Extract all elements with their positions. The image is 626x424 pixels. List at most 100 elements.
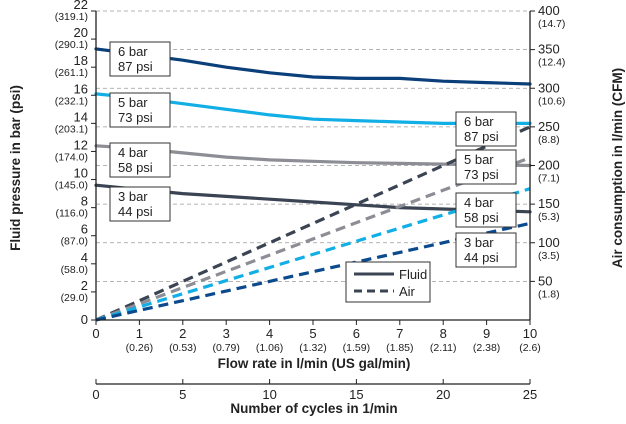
- y2-tick-label: 100: [538, 235, 560, 250]
- x-tick-label: 0: [92, 326, 99, 341]
- y-tick-label: 12: [74, 137, 88, 152]
- x-tick-sublabel: (0.53): [169, 342, 196, 354]
- label-line-bar: 3 bar: [118, 189, 148, 204]
- label-box: [455, 111, 517, 147]
- label-box: [109, 92, 171, 128]
- label-line-psi: 58 psi: [118, 160, 153, 175]
- label-box: [455, 149, 517, 185]
- y-tick-label: 8: [81, 194, 88, 209]
- y-tick-sublabel: (290.1): [55, 39, 88, 51]
- x-tick-label: 10: [523, 326, 537, 341]
- label-line-psi: 44 psi: [118, 204, 153, 219]
- legend-label: Fluid: [399, 267, 427, 282]
- y2-tick-sublabel: (5.3): [538, 211, 560, 223]
- x2-tick-label: 10: [262, 387, 276, 402]
- y2-tick-label: 400: [538, 3, 560, 18]
- y-tick-label: 22: [74, 0, 88, 12]
- x2-tick-label: 15: [349, 387, 363, 402]
- x-tick-sublabel: (1.85): [386, 342, 413, 354]
- label-box: [109, 186, 171, 222]
- label-line-bar: 4 bar: [464, 195, 494, 210]
- label-line-bar: 3 bar: [464, 235, 494, 250]
- label-line-bar: 5 bar: [118, 95, 148, 110]
- y2-tick-label: 350: [538, 42, 560, 57]
- x2-tick-label: 25: [523, 387, 537, 402]
- x-tick-sublabel: (2.6): [519, 342, 541, 354]
- x-tick-label: 9: [483, 326, 490, 341]
- x-tick-label: 1: [136, 326, 143, 341]
- x2-axis-title: Number of cycles in 1/min: [230, 401, 397, 416]
- y-tick-label: 4: [81, 250, 88, 265]
- y-tick-label: 14: [74, 109, 88, 124]
- y2-tick-label: 250: [538, 119, 560, 134]
- y-tick-sublabel: (261.1): [55, 67, 88, 79]
- y2-tick-sublabel: (3.5): [538, 250, 560, 262]
- x2-tick-label: 0: [92, 387, 99, 402]
- x-tick-sublabel: (0.79): [212, 342, 239, 354]
- x-tick-label: 3: [223, 326, 230, 341]
- legend: Fluid Air: [345, 261, 431, 303]
- label-line-bar: 5 bar: [464, 152, 494, 167]
- y-tick-sublabel: (87.0): [61, 236, 88, 248]
- y2-tick-sublabel: (8.8): [538, 134, 560, 146]
- x-tick-label: 2: [179, 326, 186, 341]
- y-tick-label: 10: [74, 166, 88, 181]
- axes: 02(29.0)4(58.0)6(87.0)8(116.0)10(145.0)1…: [55, 0, 566, 402]
- x2-tick-label: 20: [436, 387, 450, 402]
- label-line-bar: 6 bar: [118, 44, 148, 59]
- label-line-psi: 73 psi: [118, 110, 153, 125]
- y2-axis-title: Air consumption in l/min (CFM): [610, 68, 625, 268]
- x-tick-sublabel: (0.26): [126, 342, 153, 354]
- label-box: [455, 232, 517, 268]
- y-tick-sublabel: (29.0): [61, 292, 88, 304]
- y-tick-sublabel: (319.1): [55, 11, 88, 23]
- x-tick-label: 6: [353, 326, 360, 341]
- y2-tick-label: 200: [538, 158, 560, 173]
- y2-tick-sublabel: (7.1): [538, 173, 560, 185]
- y-tick-label: 16: [74, 81, 88, 96]
- label-box: [109, 41, 171, 77]
- x-axis-title: Flow rate in l/min (US gal/min): [218, 356, 411, 371]
- air-line-5-bar: [95, 156, 531, 322]
- x-tick-sublabel: (2.38): [473, 342, 500, 354]
- y-tick-label: 18: [74, 53, 88, 68]
- x-tick-label: 4: [266, 326, 273, 341]
- label-line-psi: 87 psi: [464, 129, 499, 144]
- y-tick-sublabel: (116.0): [56, 208, 89, 220]
- y-tick-label: 0: [81, 312, 88, 327]
- x-tick-sublabel: (1.06): [256, 342, 283, 354]
- y2-tick-sublabel: (12.4): [538, 57, 565, 69]
- label-box: [109, 142, 171, 178]
- y2-tick-sublabel: (14.7): [538, 18, 565, 30]
- y2-tick-label: 150: [538, 196, 560, 211]
- x-tick-sublabel: (2.11): [430, 342, 457, 354]
- x-tick-sublabel: (1.32): [299, 342, 326, 354]
- legend-label: Air: [399, 284, 416, 299]
- y-tick-label: 2: [81, 278, 88, 293]
- y-tick-label: 20: [74, 25, 88, 40]
- y-tick-label: 6: [81, 222, 88, 237]
- y-tick-sublabel: (174.0): [55, 151, 88, 163]
- label-line-bar: 6 bar: [464, 114, 494, 129]
- y2-tick-sublabel: (10.6): [538, 95, 565, 107]
- y-tick-sublabel: (203.1): [55, 123, 88, 135]
- label-line-psi: 87 psi: [118, 59, 153, 74]
- x-tick-label: 7: [396, 326, 403, 341]
- x-tick-label: 5: [309, 326, 316, 341]
- legend-box: [345, 261, 431, 303]
- y-tick-sublabel: (232.1): [55, 95, 88, 107]
- y2-tick-sublabel: (1.8): [538, 288, 560, 300]
- label-line-psi: 58 psi: [464, 210, 499, 225]
- x2-tick-label: 5: [179, 387, 186, 402]
- label-line-psi: 44 psi: [464, 250, 499, 265]
